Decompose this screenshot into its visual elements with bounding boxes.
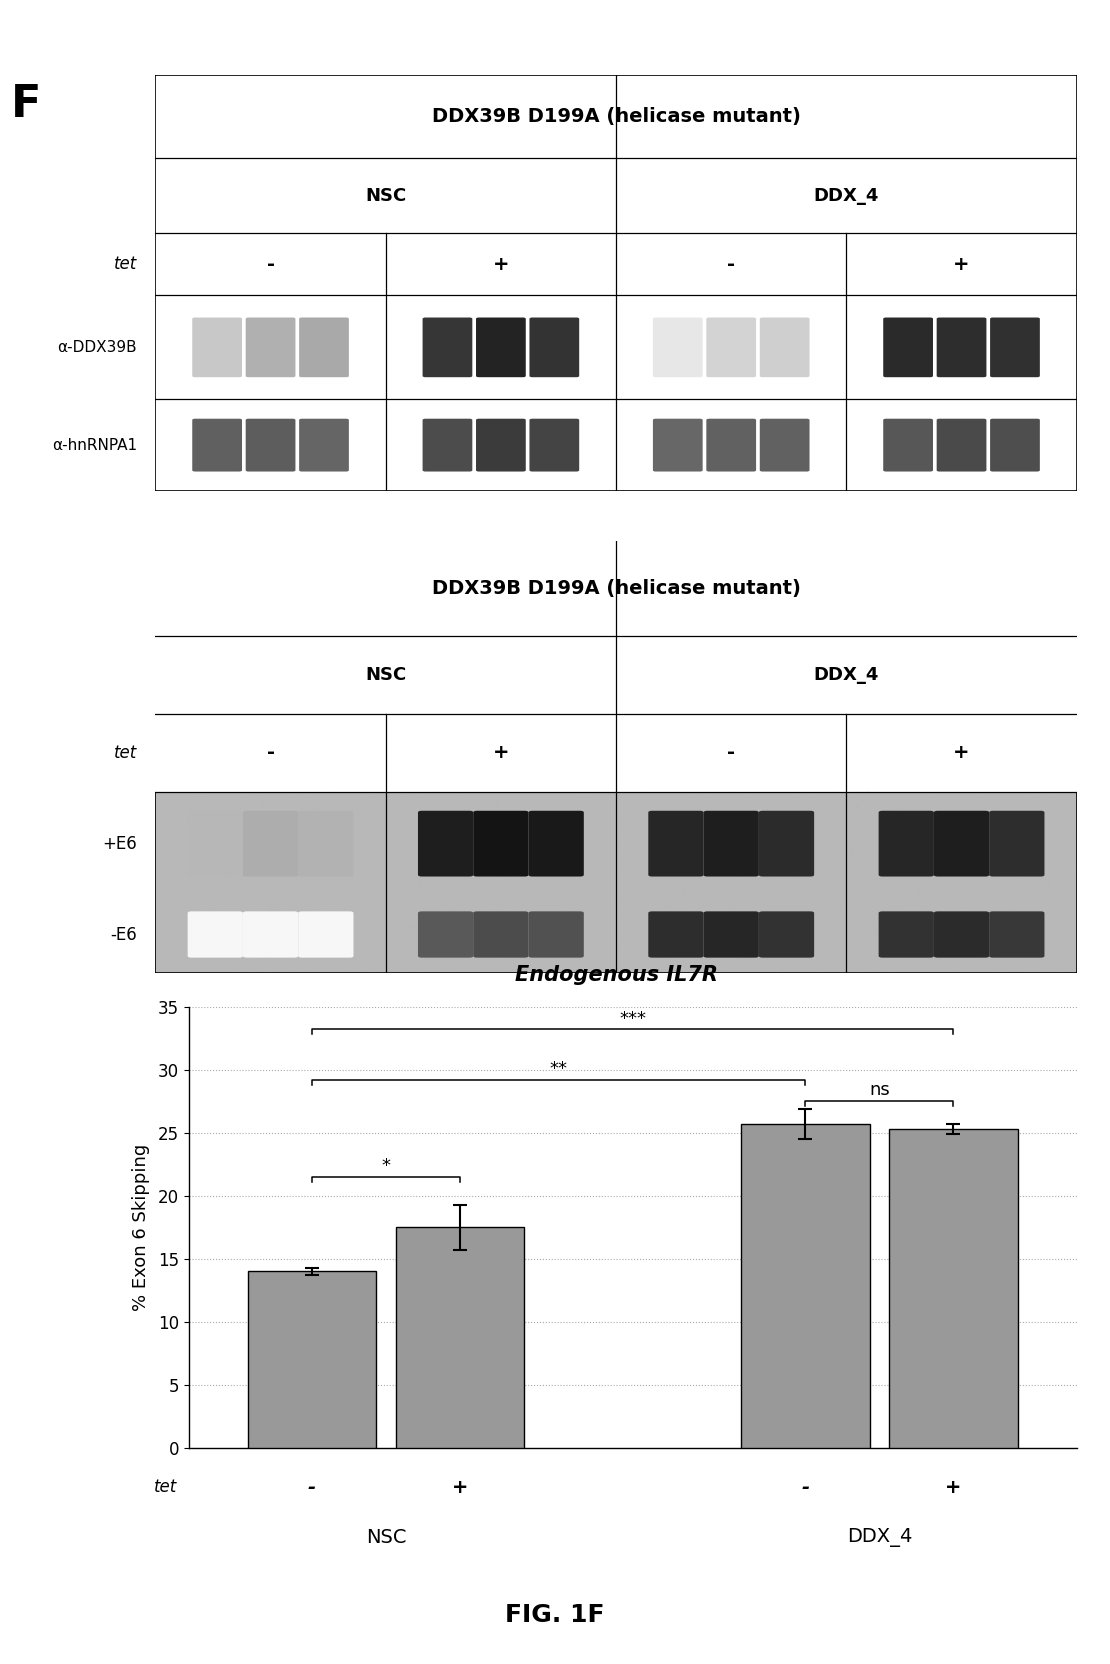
FancyBboxPatch shape xyxy=(245,419,295,471)
FancyBboxPatch shape xyxy=(879,810,934,877)
Text: -: - xyxy=(727,744,735,762)
Text: DDX39B D199A (helicase mutant): DDX39B D199A (helicase mutant) xyxy=(432,579,800,597)
Y-axis label: % Exon 6 Skipping: % Exon 6 Skipping xyxy=(131,1143,150,1311)
FancyBboxPatch shape xyxy=(989,912,1045,958)
Text: DDX_4: DDX_4 xyxy=(814,186,879,205)
FancyBboxPatch shape xyxy=(418,810,473,877)
FancyBboxPatch shape xyxy=(653,318,703,378)
FancyBboxPatch shape xyxy=(884,419,934,471)
FancyBboxPatch shape xyxy=(423,318,473,378)
Text: -: - xyxy=(266,744,274,762)
Text: -: - xyxy=(727,255,735,273)
FancyBboxPatch shape xyxy=(243,912,299,958)
Text: tet: tet xyxy=(154,1478,178,1496)
FancyBboxPatch shape xyxy=(528,810,584,877)
FancyBboxPatch shape xyxy=(990,318,1040,378)
Text: +E6: +E6 xyxy=(102,835,137,852)
FancyBboxPatch shape xyxy=(192,318,242,378)
FancyBboxPatch shape xyxy=(418,912,473,958)
Text: tet: tet xyxy=(113,255,137,273)
Text: -: - xyxy=(307,1478,316,1496)
Bar xyxy=(155,792,1077,973)
Text: tet: tet xyxy=(113,744,137,762)
FancyBboxPatch shape xyxy=(423,419,473,471)
Text: α-DDX39B: α-DDX39B xyxy=(58,339,137,354)
Text: -: - xyxy=(801,1478,809,1496)
Text: F: F xyxy=(11,83,41,126)
FancyBboxPatch shape xyxy=(648,810,704,877)
FancyBboxPatch shape xyxy=(473,810,528,877)
FancyBboxPatch shape xyxy=(990,419,1040,471)
Text: Endogenous IL7R: Endogenous IL7R xyxy=(515,965,717,985)
FancyBboxPatch shape xyxy=(299,318,349,378)
Bar xyxy=(741,1123,869,1448)
FancyBboxPatch shape xyxy=(989,810,1045,877)
FancyBboxPatch shape xyxy=(884,318,934,378)
Text: NSC: NSC xyxy=(365,666,406,684)
Text: +: + xyxy=(953,744,970,762)
FancyBboxPatch shape xyxy=(934,912,989,958)
Text: NSC: NSC xyxy=(365,186,406,205)
FancyBboxPatch shape xyxy=(934,810,989,877)
Text: +: + xyxy=(452,1478,468,1496)
FancyBboxPatch shape xyxy=(759,419,809,471)
FancyBboxPatch shape xyxy=(653,419,703,471)
Text: ***: *** xyxy=(619,1010,646,1027)
Text: -: - xyxy=(266,255,274,273)
Text: +: + xyxy=(493,255,509,273)
FancyBboxPatch shape xyxy=(759,912,814,958)
FancyBboxPatch shape xyxy=(299,810,353,877)
FancyBboxPatch shape xyxy=(529,419,579,471)
FancyBboxPatch shape xyxy=(299,419,349,471)
FancyBboxPatch shape xyxy=(648,912,704,958)
FancyBboxPatch shape xyxy=(192,419,242,471)
Text: ns: ns xyxy=(869,1082,890,1100)
FancyBboxPatch shape xyxy=(706,318,756,378)
FancyBboxPatch shape xyxy=(476,318,526,378)
FancyBboxPatch shape xyxy=(937,318,987,378)
Bar xyxy=(396,1228,524,1448)
FancyBboxPatch shape xyxy=(704,810,759,877)
Text: DDX_4: DDX_4 xyxy=(814,666,879,684)
FancyBboxPatch shape xyxy=(879,912,934,958)
FancyBboxPatch shape xyxy=(937,419,987,471)
Text: DDX39B D199A (helicase mutant): DDX39B D199A (helicase mutant) xyxy=(432,106,800,126)
Text: NSC: NSC xyxy=(366,1528,406,1546)
FancyBboxPatch shape xyxy=(529,318,579,378)
FancyBboxPatch shape xyxy=(528,912,584,958)
Text: DDX_4: DDX_4 xyxy=(847,1528,912,1546)
FancyBboxPatch shape xyxy=(245,318,295,378)
FancyBboxPatch shape xyxy=(243,810,299,877)
Text: α-hnRNPA1: α-hnRNPA1 xyxy=(52,438,137,453)
Text: +: + xyxy=(946,1478,961,1496)
Bar xyxy=(889,1128,1018,1448)
FancyBboxPatch shape xyxy=(706,419,756,471)
Text: +: + xyxy=(493,744,509,762)
FancyBboxPatch shape xyxy=(473,912,528,958)
FancyBboxPatch shape xyxy=(188,810,243,877)
Text: +: + xyxy=(953,255,970,273)
FancyBboxPatch shape xyxy=(476,419,526,471)
FancyBboxPatch shape xyxy=(759,810,814,877)
Text: FIG. 1F: FIG. 1F xyxy=(505,1604,605,1627)
Text: **: ** xyxy=(549,1060,567,1078)
FancyBboxPatch shape xyxy=(704,912,759,958)
FancyBboxPatch shape xyxy=(188,912,243,958)
FancyBboxPatch shape xyxy=(759,318,809,378)
Bar xyxy=(248,1271,376,1448)
Bar xyxy=(155,541,1077,792)
Text: -E6: -E6 xyxy=(110,925,137,943)
Text: *: * xyxy=(382,1156,391,1175)
FancyBboxPatch shape xyxy=(299,912,353,958)
